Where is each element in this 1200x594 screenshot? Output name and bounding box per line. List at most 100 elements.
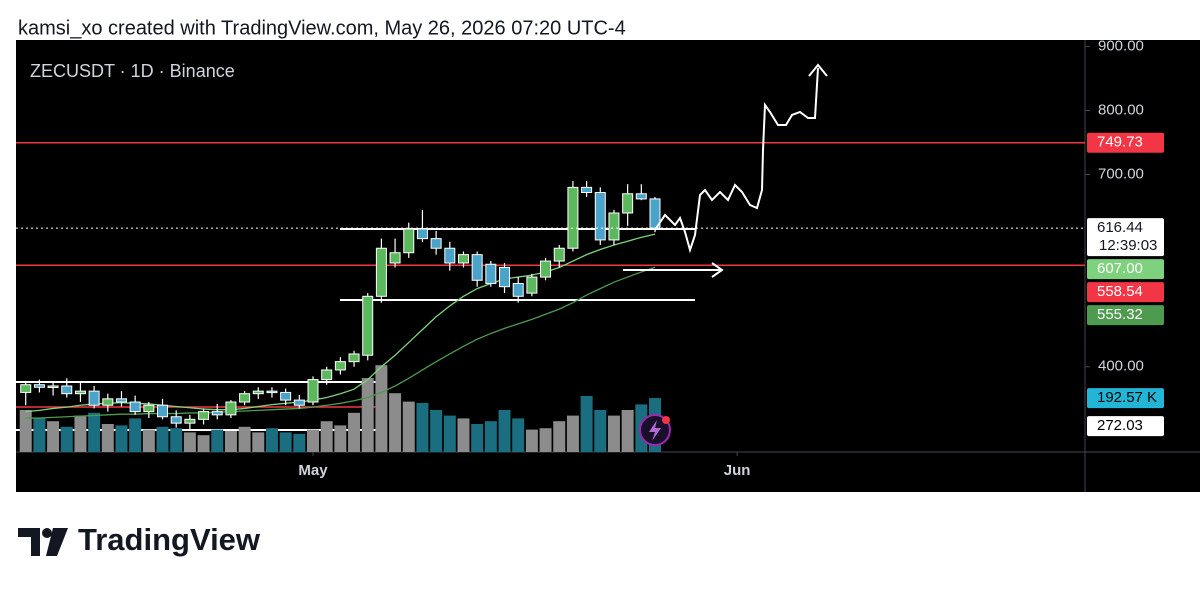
candle-body bbox=[293, 399, 305, 406]
price-badge bbox=[1087, 259, 1164, 280]
volume-bar bbox=[484, 421, 497, 452]
candle-body bbox=[608, 212, 620, 241]
y-tick-label: 800.00 bbox=[1098, 101, 1144, 118]
candle-body bbox=[252, 390, 264, 395]
candle-body bbox=[540, 260, 552, 278]
volume-bar bbox=[170, 428, 183, 452]
volume-bar bbox=[430, 410, 443, 452]
candle-body bbox=[635, 193, 647, 200]
x-tick-label: Jun bbox=[724, 462, 751, 479]
candle-body bbox=[471, 254, 483, 281]
volume-bar bbox=[525, 429, 538, 452]
volume-bar bbox=[621, 410, 634, 452]
volume-bar bbox=[129, 418, 142, 452]
volume-bar bbox=[19, 410, 32, 452]
alert-bolt bbox=[649, 420, 661, 441]
volume-badge-label: 192.57 K bbox=[1097, 389, 1157, 406]
volume-bar bbox=[402, 401, 415, 452]
candle-body bbox=[362, 295, 374, 356]
candle-body bbox=[430, 238, 442, 249]
volume-bar bbox=[142, 429, 155, 452]
candle-body bbox=[348, 353, 360, 363]
volume-bar bbox=[334, 425, 347, 452]
price-badge-label: 749.73 bbox=[1097, 134, 1143, 151]
price-badge bbox=[1087, 132, 1164, 153]
brand-name: TradingView bbox=[78, 522, 261, 557]
plot bbox=[16, 141, 1085, 452]
candle-body bbox=[307, 379, 319, 403]
volume-bar bbox=[265, 428, 278, 452]
countdown-label: 12:39:03 bbox=[1099, 237, 1157, 254]
moving-average bbox=[25, 266, 656, 419]
volume-bar bbox=[320, 421, 333, 452]
header: kamsi_xo created with TradingView.com, M… bbox=[18, 17, 626, 39]
price-badge bbox=[1087, 218, 1164, 257]
candle-body bbox=[485, 263, 497, 284]
candle-body bbox=[280, 391, 292, 401]
candle-body bbox=[321, 369, 333, 381]
volume-bar bbox=[553, 421, 566, 452]
volume-bar bbox=[471, 424, 484, 452]
volume-bar bbox=[293, 433, 306, 452]
candle-body bbox=[594, 191, 606, 241]
y-tick-label: 900.00 bbox=[1098, 37, 1144, 54]
candle-body bbox=[389, 252, 401, 264]
candle-body bbox=[375, 247, 387, 297]
candle-body bbox=[198, 411, 210, 420]
volume-bar bbox=[88, 412, 101, 452]
candle-body bbox=[74, 390, 86, 395]
volume-bar bbox=[279, 432, 292, 452]
volume-bar bbox=[238, 426, 251, 452]
candle-body bbox=[239, 393, 251, 403]
volume-bar bbox=[252, 432, 265, 452]
volume-bar bbox=[60, 426, 73, 452]
volume-bar bbox=[211, 429, 224, 452]
price-badge-label: 607.00 bbox=[1097, 260, 1143, 277]
volume-bar bbox=[33, 418, 46, 452]
price-badge-label: 558.54 bbox=[1097, 283, 1143, 300]
candle-body bbox=[567, 186, 579, 249]
candle-body bbox=[143, 404, 155, 413]
candle-body bbox=[526, 276, 538, 294]
volume-bar bbox=[512, 418, 525, 452]
candle-body bbox=[157, 404, 169, 418]
candle-body bbox=[334, 361, 346, 371]
candle-body bbox=[512, 282, 524, 297]
volume-bar bbox=[115, 425, 128, 452]
y-tick-label: 700.00 bbox=[1098, 166, 1144, 183]
volume-bar bbox=[539, 428, 552, 452]
candle-body bbox=[102, 398, 114, 406]
alert-dot bbox=[662, 416, 670, 424]
candle-body bbox=[266, 390, 278, 394]
volume-ma-label: 272.03 bbox=[1097, 417, 1143, 434]
volume-bar bbox=[580, 396, 593, 452]
price-badge-label: 555.32 bbox=[1097, 306, 1143, 323]
price-badge bbox=[1087, 305, 1164, 326]
candle-body bbox=[622, 193, 634, 214]
volume-bar bbox=[375, 365, 388, 452]
candle-body bbox=[61, 385, 73, 395]
volume-bar bbox=[594, 410, 607, 452]
volume-bar bbox=[74, 415, 87, 452]
candle-body bbox=[499, 266, 511, 288]
projection-path bbox=[654, 67, 819, 254]
volume-badge bbox=[1087, 388, 1164, 409]
volume-bar bbox=[416, 403, 429, 452]
volume-bar bbox=[47, 421, 60, 452]
volume-bar bbox=[389, 393, 402, 452]
volume-bar bbox=[498, 410, 511, 452]
volume-bar bbox=[361, 378, 374, 452]
candle-body bbox=[115, 398, 127, 403]
y-tick-label: 400.00 bbox=[1098, 358, 1144, 375]
x-tick-label: May bbox=[298, 462, 328, 479]
candle-body bbox=[581, 186, 593, 193]
candle-body bbox=[225, 401, 237, 416]
price-badge bbox=[1087, 282, 1164, 303]
volume-bar bbox=[156, 426, 169, 452]
candle-body bbox=[33, 384, 45, 388]
candle-body bbox=[444, 247, 456, 264]
candle-body bbox=[129, 401, 141, 413]
volume-bar bbox=[307, 429, 319, 452]
candle-body bbox=[211, 411, 223, 416]
